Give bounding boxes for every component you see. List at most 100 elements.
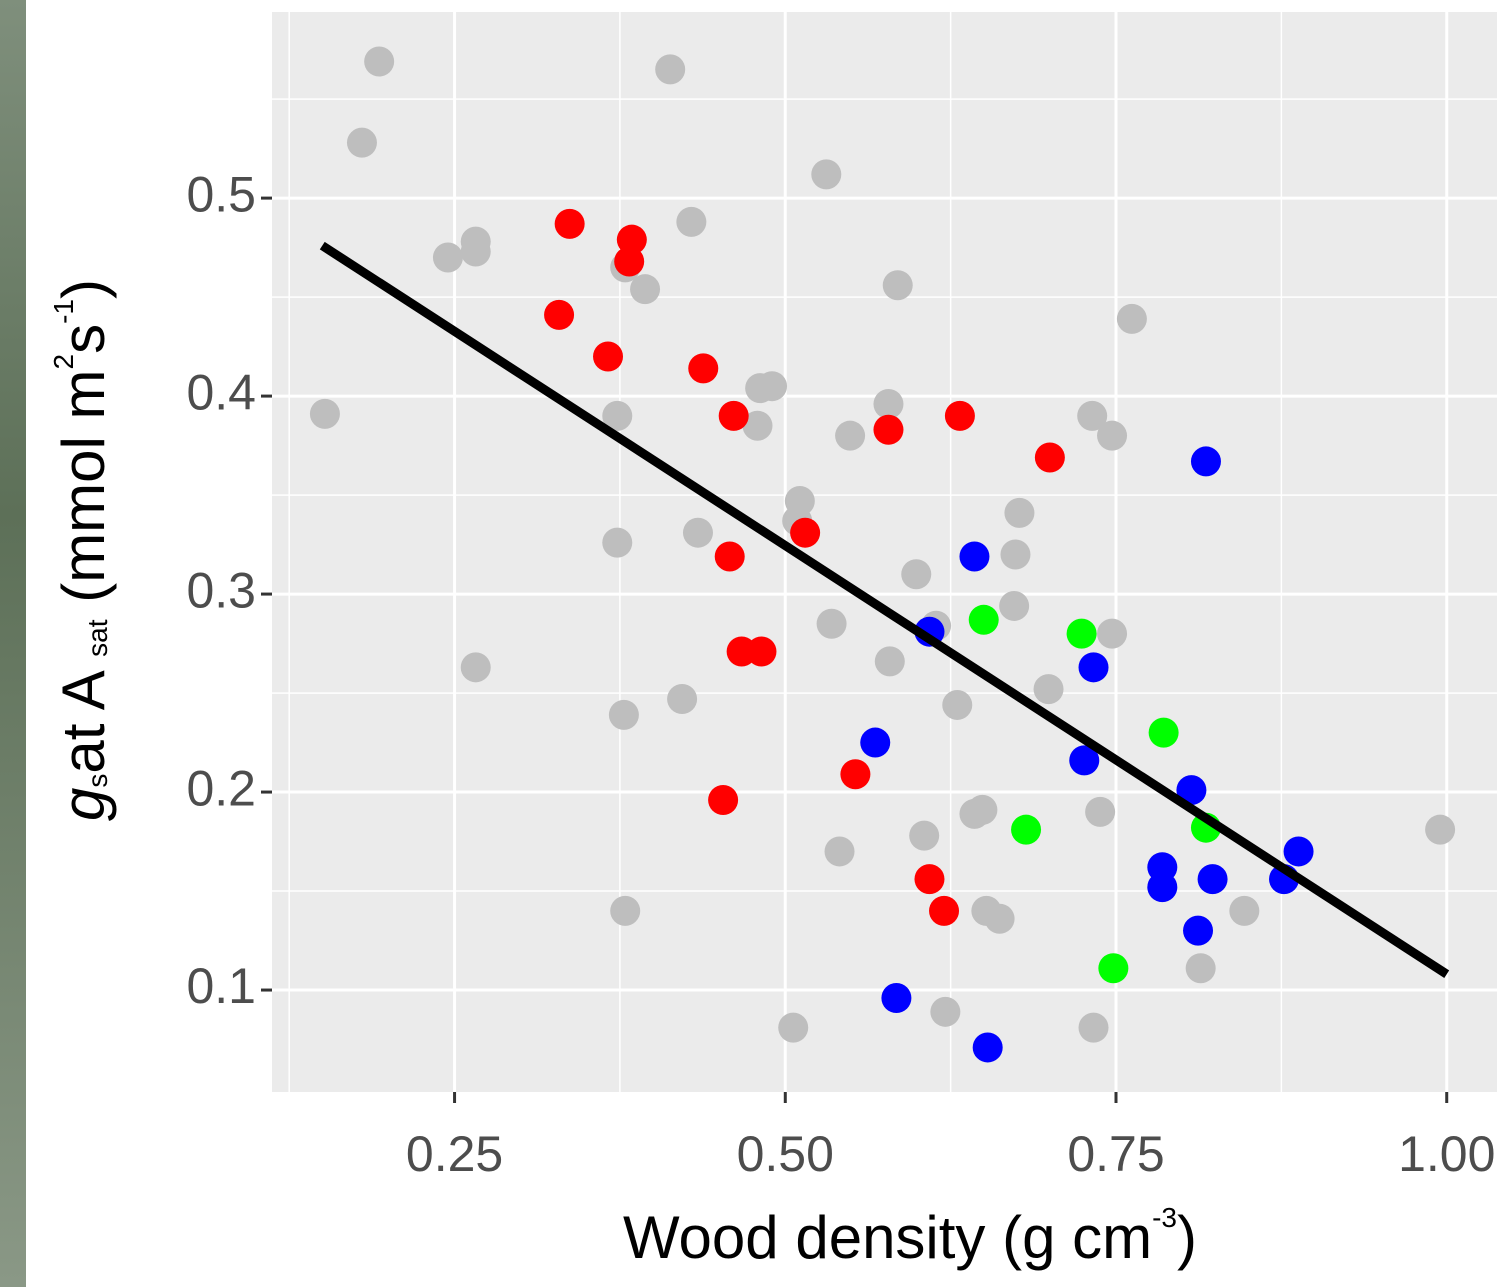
point xyxy=(602,527,633,558)
point xyxy=(757,371,788,402)
point xyxy=(1034,442,1065,473)
point xyxy=(554,208,585,239)
point xyxy=(860,727,891,758)
point xyxy=(873,389,904,420)
point xyxy=(676,206,707,237)
point xyxy=(746,636,777,667)
y-tick-label: 0.3 xyxy=(186,562,256,618)
point xyxy=(873,414,904,445)
marks xyxy=(309,46,1456,1063)
point xyxy=(824,836,855,867)
point xyxy=(959,541,990,572)
point xyxy=(909,820,940,851)
point xyxy=(682,517,713,548)
label-part: -1 xyxy=(48,299,79,324)
label-part: at A xyxy=(50,657,117,774)
y-tick-label: 0.5 xyxy=(186,166,256,222)
point xyxy=(1097,618,1128,649)
y-tick-label: 0.4 xyxy=(186,364,256,420)
point xyxy=(346,127,377,158)
y-axis-title: gsat A sat (mmol m2s-1) xyxy=(48,279,116,821)
point xyxy=(1183,915,1214,946)
point xyxy=(708,784,739,815)
point xyxy=(1098,953,1129,984)
point xyxy=(972,1032,1003,1063)
point xyxy=(999,590,1030,621)
point xyxy=(811,159,842,190)
x-axis-title: Wood density (g cm-3) xyxy=(623,1202,1197,1270)
point xyxy=(1000,539,1031,570)
point xyxy=(874,646,905,677)
point xyxy=(1190,446,1221,477)
point xyxy=(593,341,624,372)
x-tick-label: 0.75 xyxy=(1067,1126,1164,1182)
label-part: 2 xyxy=(48,354,79,370)
point xyxy=(967,794,998,825)
label-part: sat xyxy=(82,619,113,657)
point xyxy=(364,46,395,77)
label-part: ) xyxy=(1177,1204,1197,1271)
x-tick-label: 1.00 xyxy=(1398,1126,1495,1182)
point xyxy=(1147,872,1178,903)
background-photo-strip xyxy=(0,0,26,1287)
point xyxy=(840,759,871,790)
point xyxy=(1066,618,1097,649)
point xyxy=(1148,717,1179,748)
point xyxy=(460,652,491,683)
plot-panel xyxy=(272,12,1497,1092)
point xyxy=(881,982,912,1013)
point xyxy=(1069,745,1100,776)
point xyxy=(667,684,698,715)
label-part: s xyxy=(82,774,113,788)
point xyxy=(790,517,821,548)
point xyxy=(1085,796,1116,827)
point xyxy=(630,274,661,305)
point xyxy=(944,400,975,431)
label-part: s xyxy=(50,324,117,354)
point xyxy=(968,604,999,635)
point xyxy=(1185,953,1216,984)
point xyxy=(930,996,961,1027)
point xyxy=(1425,814,1456,845)
point xyxy=(1004,497,1035,528)
point xyxy=(835,420,866,451)
point xyxy=(718,400,749,431)
point xyxy=(929,895,960,926)
point xyxy=(714,541,745,572)
point xyxy=(432,242,463,273)
point xyxy=(544,299,575,330)
point xyxy=(778,1012,809,1043)
point xyxy=(1176,775,1207,806)
y-tick-label: 0.2 xyxy=(186,760,256,816)
point xyxy=(602,400,633,431)
label-part: (mmol m xyxy=(50,369,117,619)
point xyxy=(984,903,1015,934)
label-part: Wood density (g cm xyxy=(623,1204,1152,1271)
point xyxy=(309,398,340,429)
point xyxy=(901,559,932,590)
point xyxy=(460,236,491,267)
point xyxy=(742,410,773,441)
x-tick-label: 0.50 xyxy=(737,1126,834,1182)
label-part: ) xyxy=(50,279,117,299)
point xyxy=(1116,303,1147,334)
label-part: g xyxy=(50,788,117,821)
point xyxy=(1283,836,1314,867)
point xyxy=(914,864,945,895)
x-tick-label: 0.25 xyxy=(406,1126,503,1182)
point xyxy=(882,270,913,301)
point xyxy=(1011,814,1042,845)
point xyxy=(1033,674,1064,705)
point xyxy=(1229,895,1260,926)
point xyxy=(1197,864,1228,895)
point xyxy=(688,353,719,384)
point xyxy=(942,689,973,720)
axes: 0.25 0.50 0.75 1.00 0.1 0.2 0.3 0.4 0.5 Wood dens… xyxy=(48,166,1495,1271)
label-part: -3 xyxy=(1152,1202,1177,1233)
point xyxy=(816,608,847,639)
point xyxy=(614,246,645,277)
point xyxy=(655,54,686,85)
point xyxy=(610,895,641,926)
